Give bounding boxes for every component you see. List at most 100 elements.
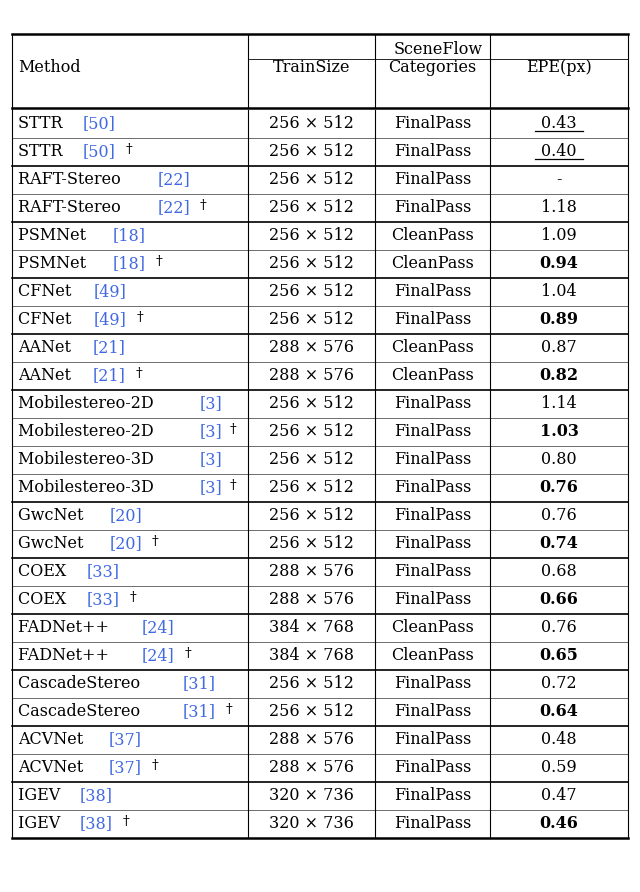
Text: [18]: [18] <box>113 227 145 244</box>
Text: PSMNet: PSMNet <box>18 255 92 272</box>
Text: RAFT-Stereo: RAFT-Stereo <box>18 200 126 217</box>
Text: CFNet: CFNet <box>18 284 77 301</box>
Text: FinalPass: FinalPass <box>394 144 471 161</box>
Text: GwcNet: GwcNet <box>18 535 88 552</box>
Text: FinalPass: FinalPass <box>394 759 471 777</box>
Text: FinalPass: FinalPass <box>394 788 471 805</box>
Text: AANet: AANet <box>18 368 76 384</box>
Text: GwcNet: GwcNet <box>18 508 88 524</box>
Text: CleanPass: CleanPass <box>391 368 474 384</box>
Text: †: † <box>152 534 159 548</box>
Text: [33]: [33] <box>87 591 120 608</box>
Text: 1.03: 1.03 <box>540 424 579 441</box>
Text: 0.76: 0.76 <box>540 480 579 497</box>
Text: PSMNet: PSMNet <box>18 227 92 244</box>
Text: 256 × 512: 256 × 512 <box>269 144 354 161</box>
Text: †: † <box>130 591 137 604</box>
Text: 0.76: 0.76 <box>541 508 577 524</box>
Text: †: † <box>156 254 163 268</box>
Text: ACVNet: ACVNet <box>18 731 88 748</box>
Text: [49]: [49] <box>93 311 126 328</box>
Text: ACVNet: ACVNet <box>18 759 88 777</box>
Text: Categories: Categories <box>388 59 477 76</box>
Text: 320 × 736: 320 × 736 <box>269 815 354 832</box>
Text: RAFT-Stereo: RAFT-Stereo <box>18 171 126 188</box>
Text: 256 × 512: 256 × 512 <box>269 200 354 217</box>
Text: -: - <box>556 171 562 188</box>
Text: [37]: [37] <box>109 759 142 777</box>
Text: EPE(px): EPE(px) <box>526 59 592 76</box>
Text: FinalPass: FinalPass <box>394 424 471 441</box>
Text: 256 × 512: 256 × 512 <box>269 311 354 328</box>
Text: [31]: [31] <box>182 704 215 721</box>
Text: CFNet: CFNet <box>18 311 77 328</box>
Text: [21]: [21] <box>93 340 126 357</box>
Text: FinalPass: FinalPass <box>394 535 471 552</box>
Text: STTR: STTR <box>18 115 68 133</box>
Text: [20]: [20] <box>109 508 142 524</box>
Text: †: † <box>200 199 207 211</box>
Text: †: † <box>152 758 159 772</box>
Text: 0.48: 0.48 <box>541 731 577 748</box>
Text: FinalPass: FinalPass <box>394 704 471 721</box>
Text: 288 × 576: 288 × 576 <box>269 340 354 357</box>
Text: CleanPass: CleanPass <box>391 340 474 357</box>
Text: FinalPass: FinalPass <box>394 815 471 832</box>
Text: 288 × 576: 288 × 576 <box>269 759 354 777</box>
Text: Mobilestereo-3D: Mobilestereo-3D <box>18 451 159 468</box>
Text: CleanPass: CleanPass <box>391 648 474 665</box>
Text: TrainSize: TrainSize <box>273 59 350 76</box>
Text: 288 × 576: 288 × 576 <box>269 731 354 748</box>
Text: 0.40: 0.40 <box>541 144 577 161</box>
Text: FinalPass: FinalPass <box>394 115 471 133</box>
Text: 0.87: 0.87 <box>541 340 577 357</box>
Text: FinalPass: FinalPass <box>394 284 471 301</box>
Text: 0.74: 0.74 <box>540 535 579 552</box>
Text: 0.66: 0.66 <box>540 591 579 608</box>
Text: [50]: [50] <box>82 144 115 161</box>
Text: [3]: [3] <box>200 424 222 441</box>
Text: [18]: [18] <box>113 255 145 272</box>
Text: 0.47: 0.47 <box>541 788 577 805</box>
Text: FinalPass: FinalPass <box>394 731 471 748</box>
Text: COEX: COEX <box>18 591 72 608</box>
Text: †: † <box>230 478 236 491</box>
Text: FinalPass: FinalPass <box>394 508 471 524</box>
Text: [3]: [3] <box>200 451 223 468</box>
Text: FADNet++: FADNet++ <box>18 648 114 665</box>
Text: †: † <box>122 814 129 828</box>
Text: 320 × 736: 320 × 736 <box>269 788 354 805</box>
Text: 1.04: 1.04 <box>541 284 577 301</box>
Text: [50]: [50] <box>82 115 115 133</box>
Text: 0.94: 0.94 <box>540 255 579 272</box>
Text: Mobilestereo-2D: Mobilestereo-2D <box>18 424 159 441</box>
Text: †: † <box>230 423 236 435</box>
Text: [37]: [37] <box>109 731 142 748</box>
Text: Mobilestereo-2D: Mobilestereo-2D <box>18 395 159 412</box>
Text: 0.72: 0.72 <box>541 675 577 692</box>
Text: 256 × 512: 256 × 512 <box>269 171 354 188</box>
Text: †: † <box>185 647 191 659</box>
Text: Mobilestereo-3D: Mobilestereo-3D <box>18 480 159 497</box>
Text: [21]: [21] <box>93 368 126 384</box>
Text: SceneFlow: SceneFlow <box>394 40 483 57</box>
Text: 256 × 512: 256 × 512 <box>269 480 354 497</box>
Text: CascadeStereo: CascadeStereo <box>18 675 145 692</box>
Text: COEX: COEX <box>18 564 72 581</box>
Text: CleanPass: CleanPass <box>391 620 474 637</box>
Text: 0.80: 0.80 <box>541 451 577 468</box>
Text: FinalPass: FinalPass <box>394 675 471 692</box>
Text: 256 × 512: 256 × 512 <box>269 535 354 552</box>
Text: [31]: [31] <box>182 675 215 692</box>
Text: [38]: [38] <box>79 815 112 832</box>
Text: 0.65: 0.65 <box>540 648 579 665</box>
Text: †: † <box>125 143 132 155</box>
Text: 256 × 512: 256 × 512 <box>269 284 354 301</box>
Text: 384 × 768: 384 × 768 <box>269 648 354 665</box>
Text: Method: Method <box>18 59 81 76</box>
Text: FinalPass: FinalPass <box>394 200 471 217</box>
Text: FinalPass: FinalPass <box>394 564 471 581</box>
Text: [24]: [24] <box>142 620 175 637</box>
Text: 0.76: 0.76 <box>541 620 577 637</box>
Text: [20]: [20] <box>109 535 142 552</box>
